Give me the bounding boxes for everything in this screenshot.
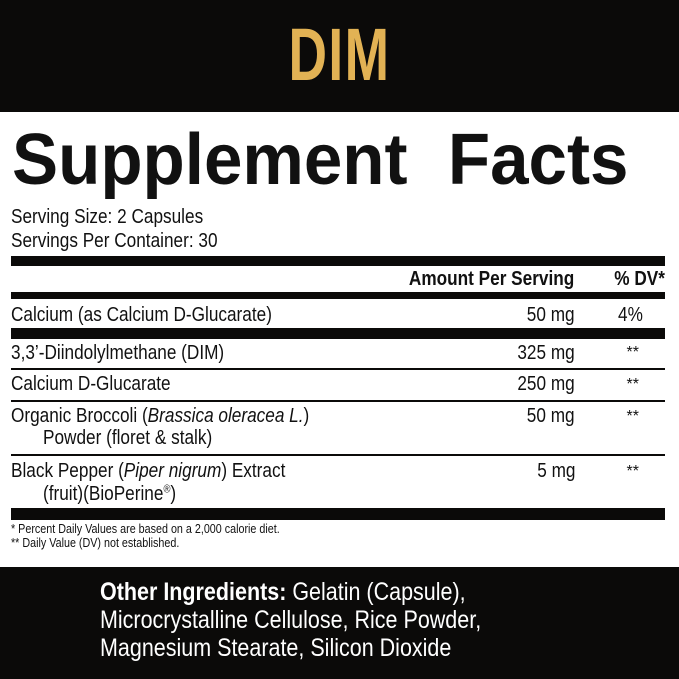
- ingredient-name: Organic Broccoli (Brassica oleracea L.): [11, 405, 310, 427]
- top-band: [0, 0, 679, 112]
- ingredient-amount: 50 mg: [527, 304, 575, 326]
- ingredient-name-line2: Powder (floret & stalk): [43, 427, 213, 449]
- ingredient-name: Calcium D-Glucarate: [11, 373, 171, 395]
- ingredient-name-line2: (fruit)(BioPerine®): [43, 483, 177, 505]
- divider: [11, 400, 665, 402]
- divider-thick: [11, 256, 665, 266]
- servings-per-container: Servings Per Container: 30: [11, 230, 218, 252]
- divider-thick: [11, 328, 665, 339]
- footnote: ** Daily Value (DV) not established.: [11, 536, 180, 550]
- divider: [11, 454, 665, 456]
- ingredient-amount: 325 mg: [517, 342, 575, 364]
- header-dv: % DV*: [614, 268, 665, 290]
- divider-thick: [11, 292, 665, 299]
- ingredient-dv: 4%: [618, 304, 643, 326]
- divider: [11, 368, 665, 370]
- ingredient-name: 3,3’-Diindolylmethane (DIM): [11, 342, 225, 364]
- ingredient-dv: **: [626, 344, 639, 361]
- other-ingredients-line: Magnesium Stearate, Silicon Dioxide: [100, 634, 452, 662]
- ingredient-name: Calcium (as Calcium D-Glucarate): [11, 304, 272, 326]
- ingredient-name: Black Pepper (Piper nigrum) Extract: [11, 460, 286, 482]
- footnote: * Percent Daily Values are based on a 2,…: [11, 522, 280, 536]
- ingredient-amount: 5 mg: [536, 460, 575, 482]
- page-title: Supplement Facts: [12, 120, 629, 200]
- other-ingredients-line: Other Ingredients: Gelatin (Capsule),: [100, 578, 466, 606]
- ingredient-dv: **: [626, 463, 639, 480]
- ingredient-dv: **: [626, 376, 639, 393]
- ingredient-amount: 50 mg: [527, 405, 575, 427]
- header-amount: Amount Per Serving: [408, 268, 574, 290]
- ingredient-amount: 250 mg: [517, 373, 575, 395]
- brand-logo: DIM: [288, 13, 391, 96]
- bottom-band: [0, 567, 679, 679]
- other-ingredients-line: Microcrystalline Cellulose, Rice Powder,: [100, 606, 482, 634]
- serving-size: Serving Size: 2 Capsules: [11, 206, 204, 228]
- ingredient-dv: **: [626, 408, 639, 425]
- divider-thick: [11, 508, 665, 520]
